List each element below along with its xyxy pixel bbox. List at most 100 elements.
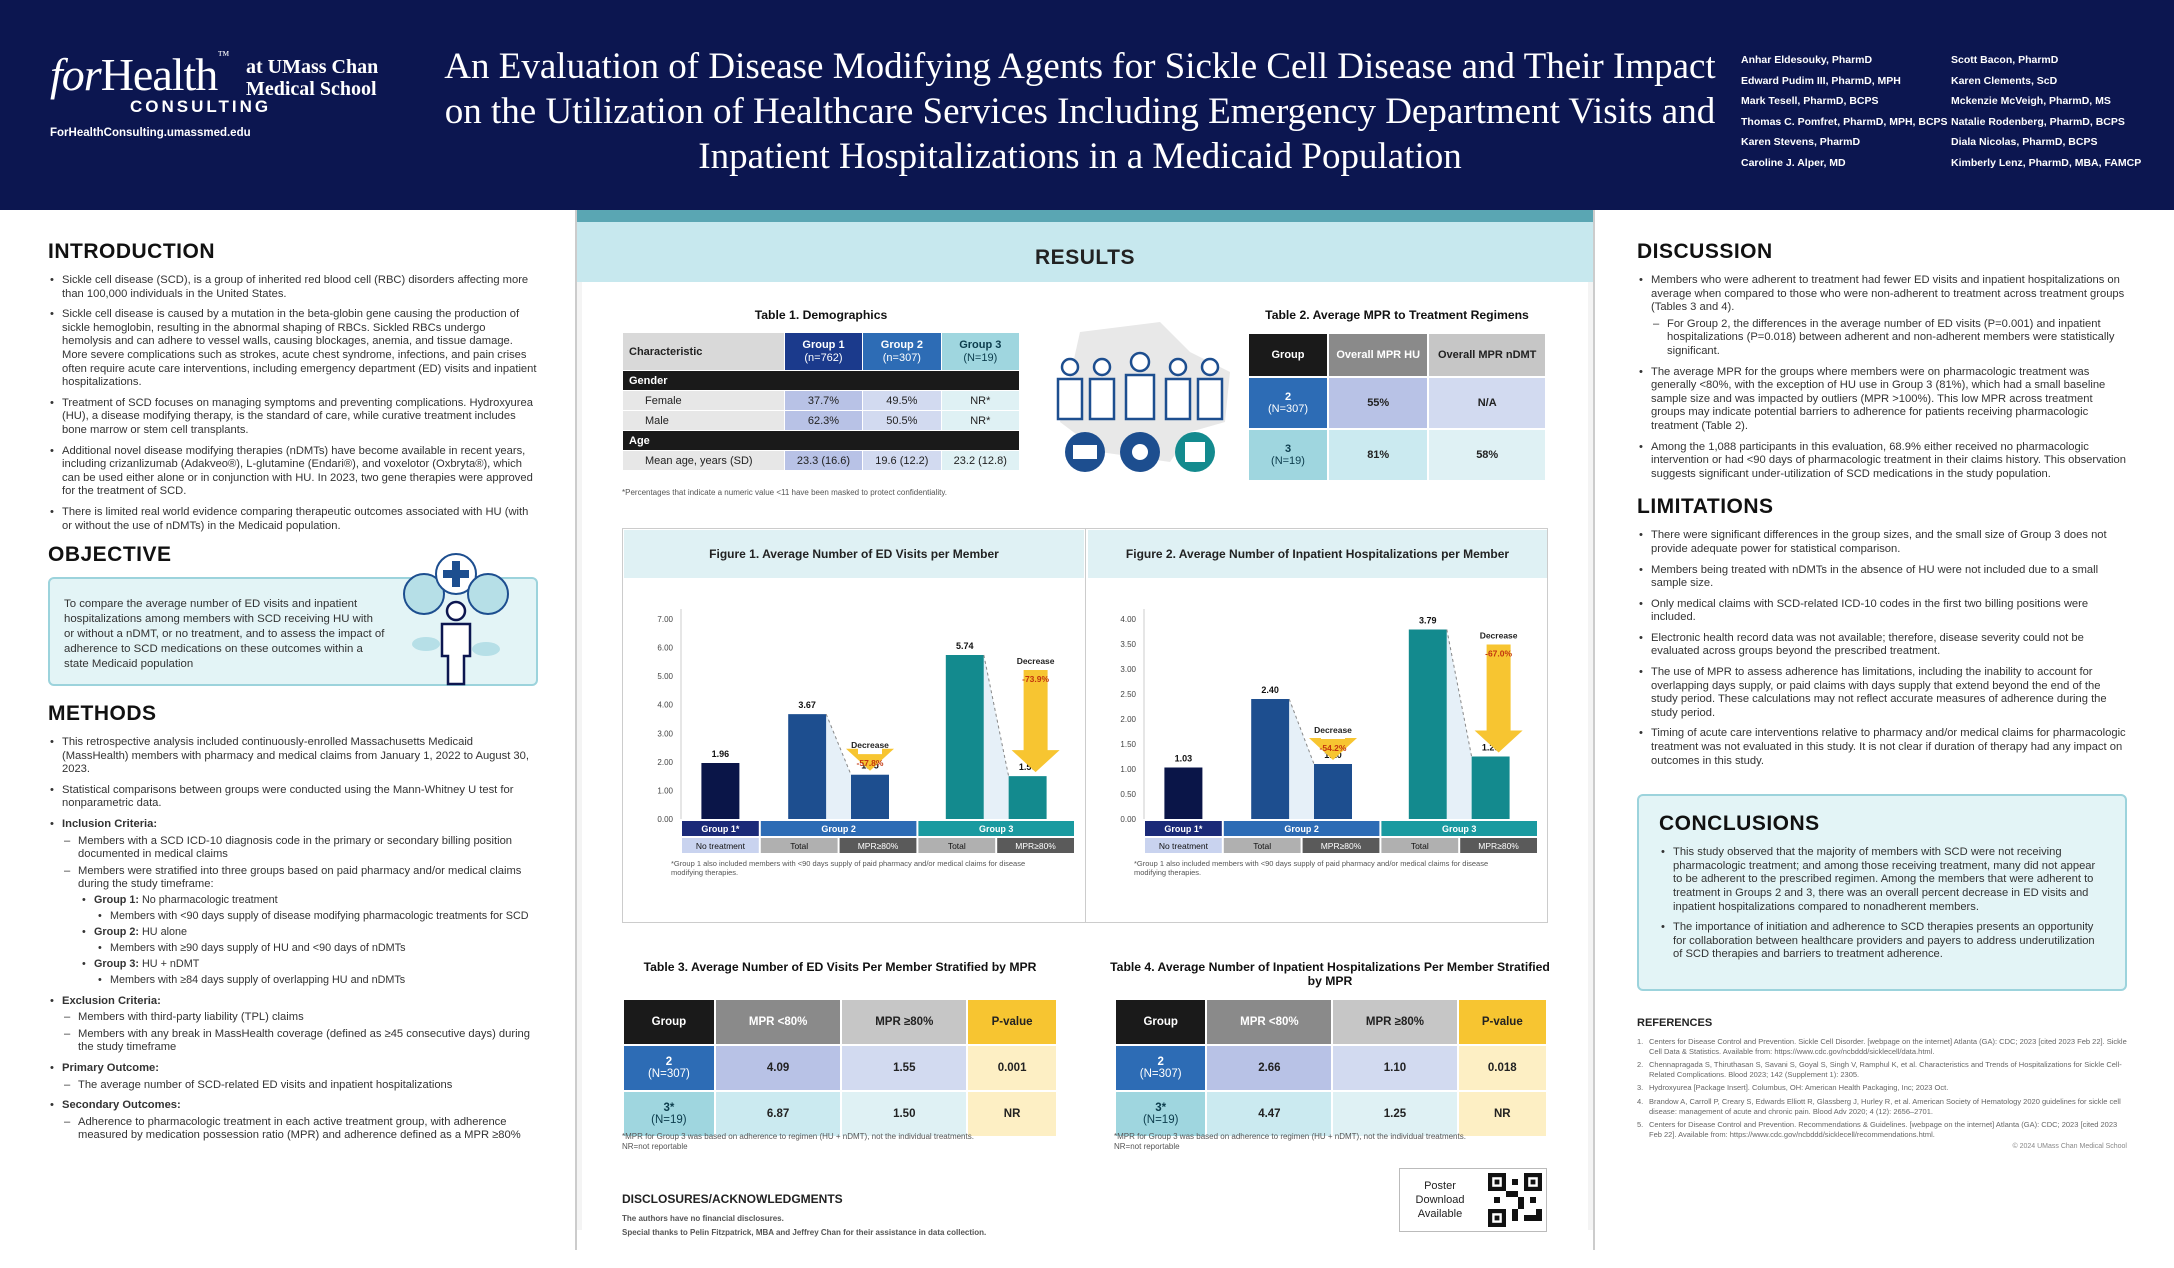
authors-col-2: Scott Bacon, PharmD Karen Clements, ScD Mc…	[1951, 50, 2141, 173]
conclusions-heading: CONCLUSIONS	[1659, 812, 1820, 836]
annotation-pct: -54.2%	[1320, 743, 1347, 753]
table2-caption: Table 2. Average MPR to Treatment Regime…	[1265, 308, 1529, 322]
y-tick-label: 5.00	[657, 672, 673, 681]
ed-visits-mpr-table: Group MPR <80% MPR ≥80% P-value 2 (N=307)…	[622, 998, 1058, 1138]
poster-header: forHealth™ CONSULTING at UMass Chan Medi…	[0, 0, 2174, 210]
table3-note: *MPR for Group 3 was based on adherence …	[622, 1132, 974, 1151]
y-tick-label: 7.00	[657, 615, 673, 624]
y-tick-label: 1.00	[1120, 765, 1136, 774]
sub-label: Total	[948, 841, 966, 851]
right-column: DISCUSSION Members who were adherent to …	[1637, 240, 2127, 1150]
patient-icon	[403, 553, 509, 686]
reference-item: 5. Centers for Disease Control and Preven…	[1637, 1120, 2118, 1139]
author-name: Mark Tesell, PharmD, BCPS	[1741, 95, 1879, 107]
disclosures: DISCLOSURES/ACKNOWLEDGMENTS The authors …	[622, 1192, 987, 1237]
author-name: Caroline J. Alper, MD	[1741, 156, 1846, 169]
list-item: The importance of initiation and adheren…	[1659, 921, 2105, 962]
logo-consulting: CONSULTING	[130, 97, 272, 116]
sub-label: MPR≥80%	[1321, 841, 1362, 851]
figure-note: *Group 1 also included members with <90 …	[1134, 859, 1488, 877]
y-tick-label: 1.00	[657, 786, 673, 795]
table3-caption: Table 3. Average Number of ED Visits Per…	[643, 960, 1037, 974]
y-tick-label: 2.50	[1120, 690, 1136, 699]
data-label: 1.03	[1175, 754, 1193, 764]
hospitalizations-mpr-table: Group MPR <80% MPR ≥80% P-value 2 (N=307)…	[1113, 998, 1549, 1138]
bar	[851, 774, 889, 819]
limitations-heading: LIMITATIONS	[1637, 495, 1774, 519]
figure1-chart: 0.00 1.00 2.00 3.00 4.00 5.00 6.00 7.00 1.96 3.67…	[657, 609, 1074, 877]
decline-shade	[1289, 699, 1314, 819]
qr-code-icon[interactable]	[1488, 1173, 1542, 1227]
list-item: Additional novel disease modifying thera…	[48, 445, 538, 499]
decrease-arrow	[1309, 738, 1357, 760]
author-name: Kimberly Lenz, PharmD, MBA, FAMCP	[1951, 156, 2142, 169]
sub-label: MPR≥80%	[858, 841, 899, 851]
sub-band	[997, 838, 1074, 853]
bar	[1164, 767, 1203, 819]
sub-label: No treatment	[696, 841, 746, 851]
references-list: 1. Centers for Disease Control and Preven…	[1637, 1037, 2127, 1139]
decline-line	[983, 654, 1010, 777]
poster-download[interactable]: Poster Download Available	[1399, 1168, 1547, 1232]
bar	[1008, 776, 1047, 819]
figure2-title: Figure 2. Average Number of Inpatient Ho…	[1088, 530, 1547, 578]
results-top-bar	[577, 210, 1593, 222]
author-name: Thomas C. Pomfret, PharmD, MPH, BCPS	[1741, 115, 1948, 128]
group-band	[760, 821, 917, 836]
y-tick-label: 1.50	[1120, 740, 1136, 749]
objective-box: To compare the average number of ED visi…	[48, 553, 538, 687]
sub-label: Total	[1253, 841, 1271, 851]
authors-col-1: Anhar Eldesouky, PharmD Edward Pudim III,…	[1741, 50, 1948, 173]
list-item: The use of MPR to assess adherence has l…	[1637, 666, 2127, 720]
decline-shade	[826, 714, 851, 819]
sub-band	[760, 838, 838, 853]
list-item: There were significant differences in th…	[1637, 529, 2127, 556]
author-name: Anhar Eldesouky, PharmD	[1741, 54, 1873, 66]
y-tick-label: 0.00	[657, 815, 673, 824]
discussion-list: Members who were adherent to treatment h…	[1637, 274, 2127, 481]
annotation-pct: -57.8%	[857, 758, 884, 768]
sub-band	[1460, 838, 1537, 853]
table1-note: *Percentages that indicate a numeric val…	[622, 488, 948, 497]
annotation-label: Decrease	[1480, 631, 1518, 641]
sub-label: No treatment	[1159, 841, 1209, 851]
intro-heading: INTRODUCTION	[48, 240, 215, 263]
group-band	[1145, 821, 1222, 836]
objective-heading: OBJECTIVE	[48, 543, 172, 567]
annotation-label: Decrease	[1017, 656, 1055, 666]
conclusions-list: This study observed that the majority of…	[1659, 846, 2105, 962]
list-item: Members being treated with nDMTs in the …	[1637, 564, 2127, 591]
author-name: Edward Pudim III, PharmD, MPH	[1741, 74, 1901, 87]
annotation-label: Decrease	[1314, 725, 1352, 735]
limitations-list: There were significant differences in th…	[1637, 529, 2127, 768]
data-label: 1.50	[1019, 762, 1037, 772]
table4-note: *MPR for Group 3 was based on adherence …	[1114, 1132, 1466, 1151]
discussion-heading: DISCUSSION	[1637, 240, 1773, 263]
copyright: © 2024 UMass Chan Medical School	[2012, 1143, 2128, 1151]
y-tick-label: 0.00	[1120, 815, 1136, 824]
methods-list: This retrospective analysis included con…	[48, 736, 538, 1143]
reference-item: 1. Centers for Disease Control and Preven…	[1637, 1036, 2127, 1056]
column-divider-right	[1593, 210, 1595, 1250]
population-icon	[1056, 322, 1230, 472]
group-label: Group 3	[979, 824, 1014, 834]
author-name: Karen Stevens, PharmD	[1741, 136, 1861, 148]
group-label: Group 1*	[1164, 824, 1203, 834]
list-item: Treatment of SCD focuses on managing sym…	[48, 397, 538, 438]
y-tick-label: 6.00	[657, 644, 673, 653]
annotation-pct: -73.9%	[1022, 674, 1049, 684]
author-name: Diala Nicolas, PharmD, BCPS	[1951, 136, 2098, 148]
column-divider-left	[575, 210, 577, 1250]
group-band	[1223, 821, 1380, 836]
y-tick-label: 2.00	[657, 758, 673, 767]
decrease-arrow	[1011, 670, 1060, 773]
y-tick-label: 2.00	[1120, 715, 1136, 724]
decrease-arrow	[846, 748, 894, 771]
list-item: Sickle cell disease is caused by a mutat…	[48, 308, 538, 390]
decline-line	[825, 713, 852, 775]
list-item: Sickle cell disease (SCD), is a group of…	[48, 274, 538, 301]
decline-shade	[1446, 629, 1472, 819]
y-tick-label: 4.00	[657, 701, 673, 710]
logo-url[interactable]: ForHealthConsulting.umassmed.edu	[50, 127, 251, 139]
sub-label: Total	[790, 841, 808, 851]
